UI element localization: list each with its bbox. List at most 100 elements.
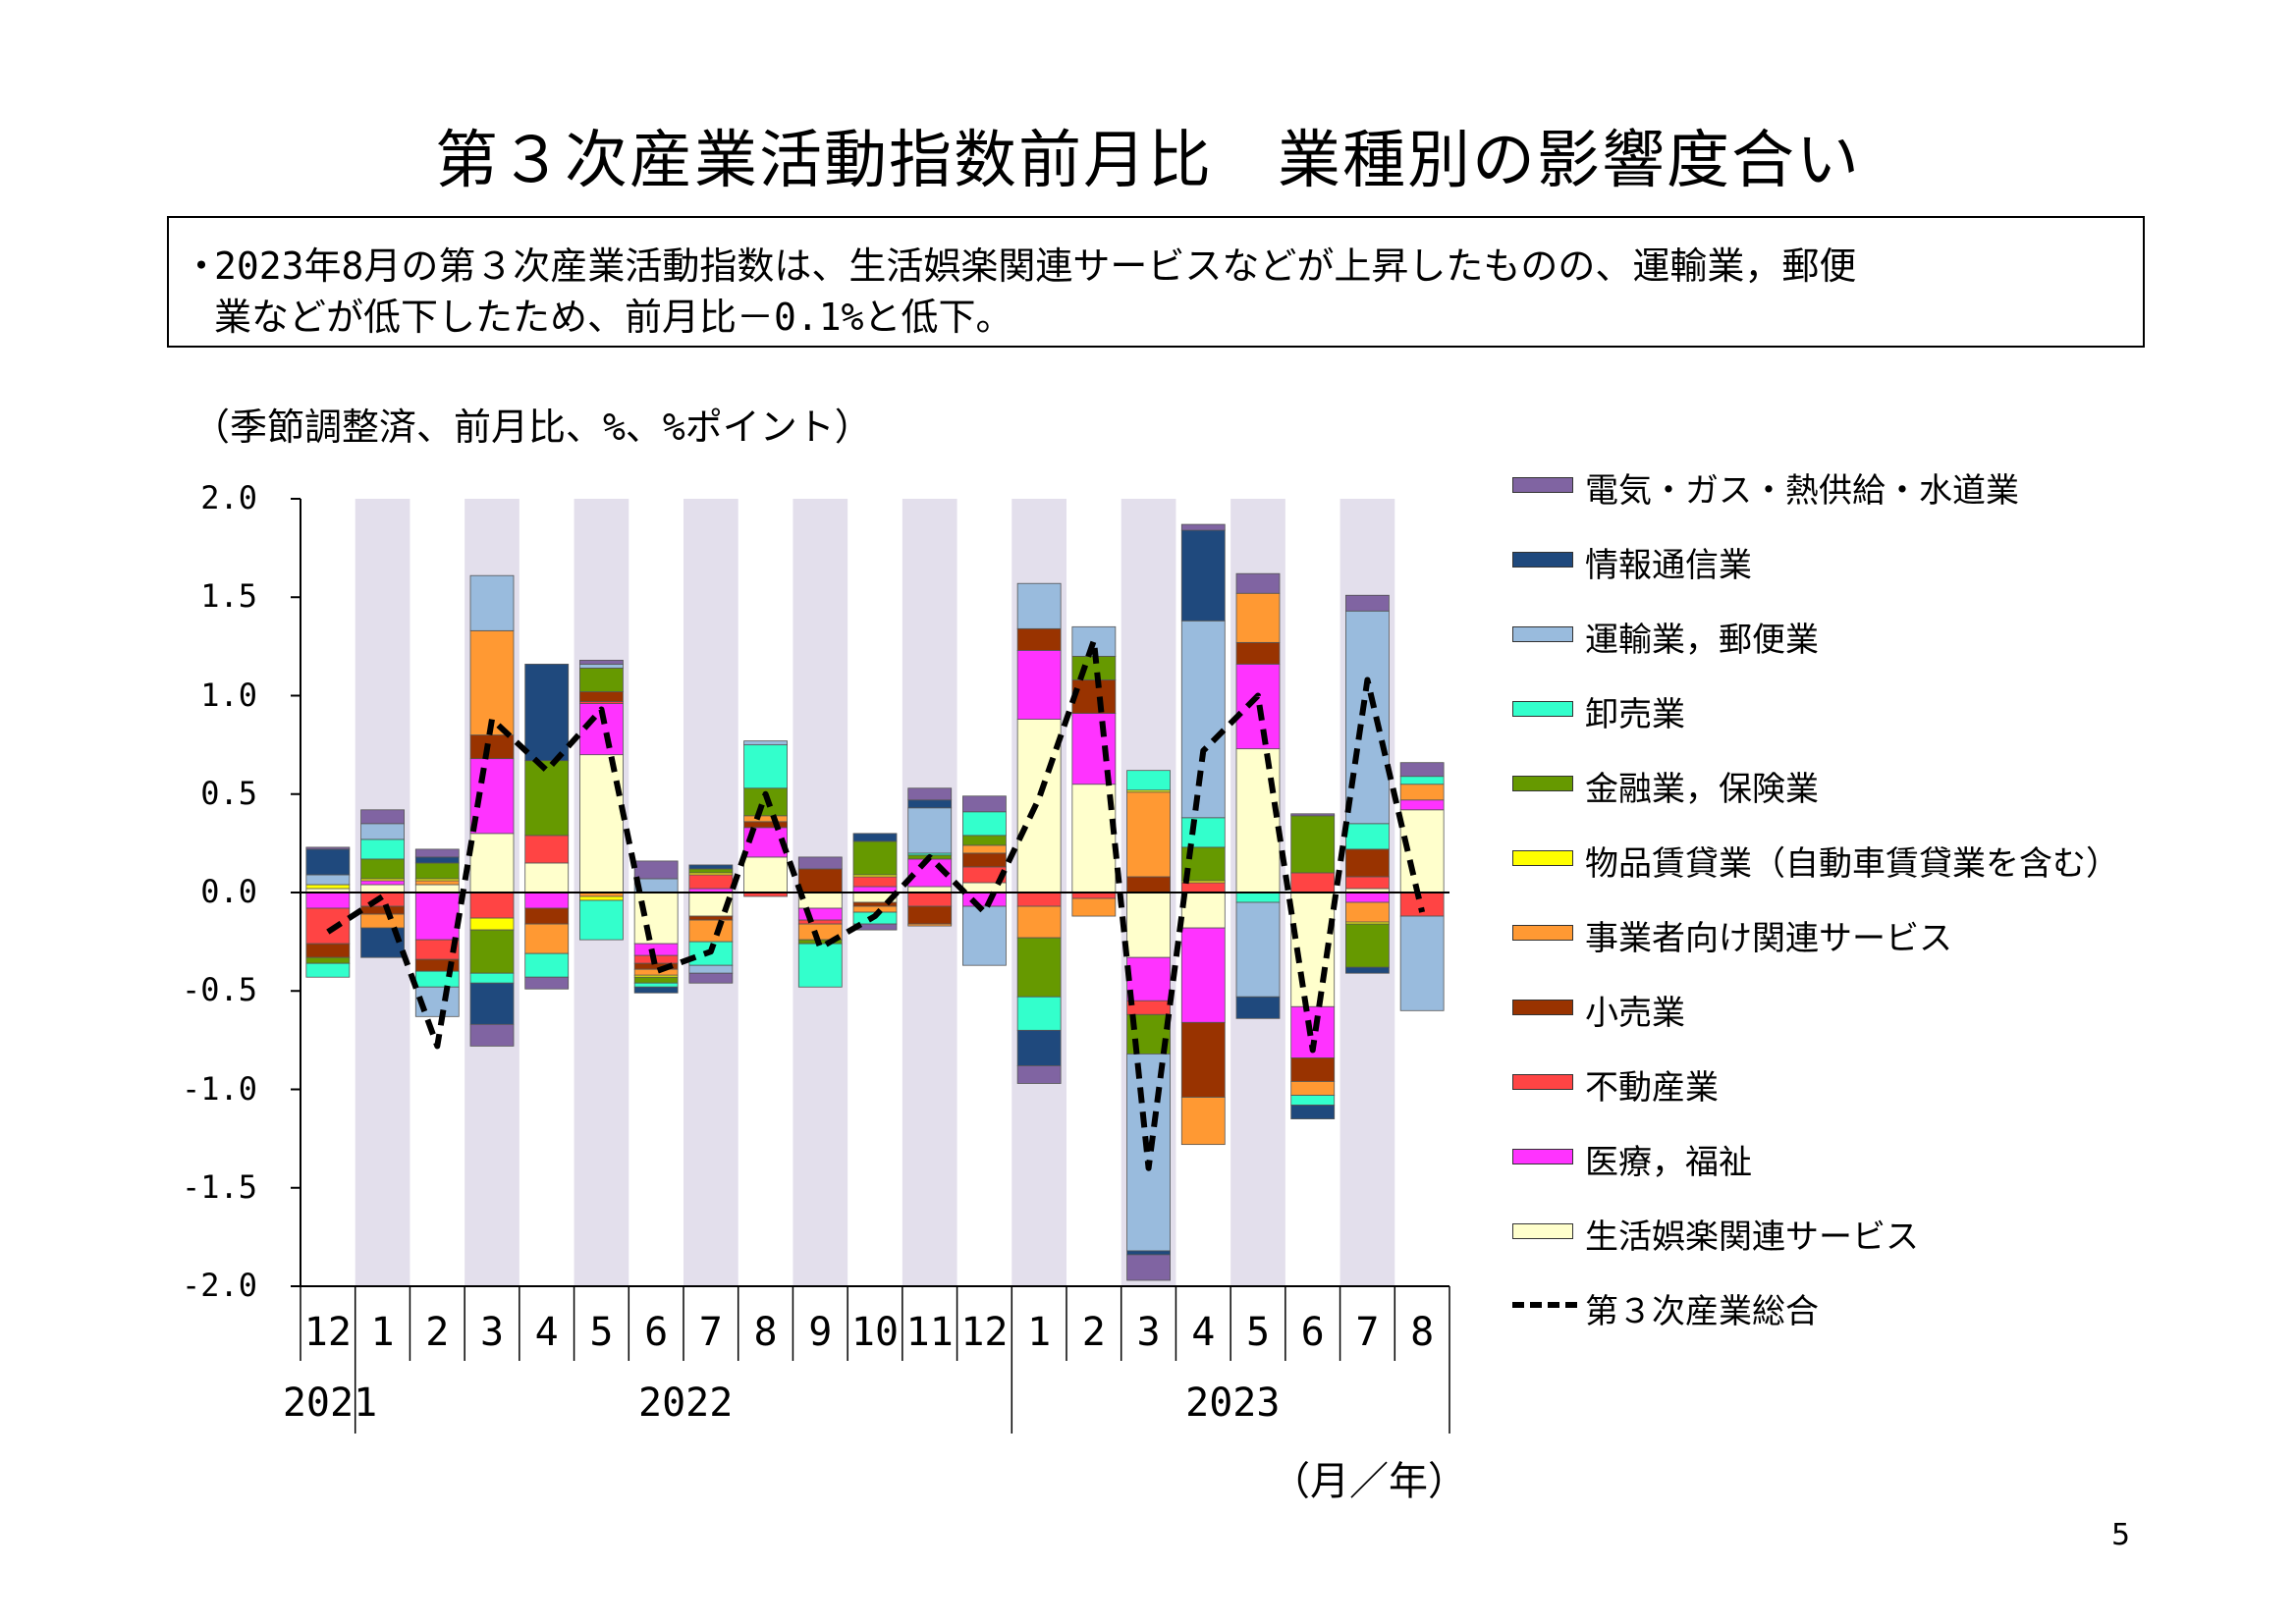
bar-segment	[1180, 523, 1226, 531]
legend-item: 生活娯楽関連サービス	[1512, 1210, 2141, 1257]
x-month-label: 12	[960, 1310, 1009, 1355]
bar-segment	[852, 876, 898, 888]
legend-swatch	[1512, 1223, 1573, 1239]
bar-segment	[962, 844, 1007, 854]
legend-item: 卸売業	[1512, 687, 2141, 734]
bar-segment	[1345, 966, 1390, 974]
bar-segment	[633, 982, 679, 988]
x-month-label: 5	[589, 1310, 614, 1355]
bar-segment	[469, 1023, 515, 1047]
bar-segment	[1345, 610, 1390, 825]
bar-segment	[579, 668, 624, 692]
bar-segment	[797, 868, 843, 893]
bar-segment	[305, 962, 351, 978]
bar-segment	[852, 840, 898, 876]
bar-segment	[1180, 817, 1226, 848]
bar-segment	[469, 982, 515, 1025]
bar-segment	[414, 892, 460, 941]
legend-label: 卸売業	[1585, 695, 1685, 734]
y-tick-label: -1.5	[181, 1167, 257, 1206]
bar-segment	[524, 835, 570, 864]
bar-segment	[1016, 1065, 1062, 1084]
bar-segment	[414, 884, 460, 893]
bar-segment	[1016, 1029, 1062, 1066]
bar-segment	[688, 919, 734, 943]
bar-segment	[688, 868, 734, 874]
bar-segment	[524, 952, 570, 978]
bar-segment	[962, 905, 1007, 966]
bar-segment	[1399, 776, 1445, 785]
bar-segment	[305, 846, 351, 850]
bar-segment	[1290, 1095, 1336, 1106]
legend-swatch	[1512, 776, 1573, 791]
legend-label: 電気・ガス・熱供給・水道業	[1585, 471, 2019, 511]
x-month-label: 4	[534, 1310, 559, 1355]
bar-segment	[797, 919, 843, 925]
x-month-label: 2	[425, 1310, 450, 1355]
bar-segment	[414, 970, 460, 988]
legend-swatch	[1512, 477, 1573, 493]
bar-segment	[1016, 582, 1062, 629]
legend-item: 不動産業	[1512, 1060, 2141, 1108]
bar-segment	[1345, 848, 1390, 878]
bar-segment	[1290, 815, 1336, 874]
x-month-label: 9	[808, 1310, 833, 1355]
bar-segment	[360, 905, 405, 915]
x-month-label: 10	[850, 1310, 900, 1355]
bar-segment	[579, 691, 624, 702]
bar-segment	[1345, 876, 1390, 890]
bar-segment	[852, 833, 898, 842]
bar-segment	[1345, 594, 1390, 612]
bar-segment	[524, 664, 570, 762]
y-tick-label: 0.0	[200, 873, 257, 910]
bar-segment	[1235, 748, 1281, 893]
legend-label: 第３次産業総合	[1585, 1292, 1819, 1331]
legend-swatch	[1512, 552, 1573, 568]
bar-segment	[1016, 996, 1062, 1031]
bar-segment	[360, 839, 405, 860]
bar-segment	[907, 905, 953, 925]
summary-box: ・ 2023年8月の第３次産業活動指数は、生活娯楽関連サービスなどが上昇したもの…	[167, 216, 2145, 348]
bar-segment	[852, 905, 898, 913]
bar-segment	[414, 856, 460, 864]
bar-segment	[633, 860, 679, 880]
bar-segment	[414, 848, 460, 858]
bar-segment	[1126, 1054, 1171, 1252]
legend-swatch	[1512, 626, 1573, 642]
bar-segment	[1126, 770, 1171, 791]
x-axis-unit-label: （月／年）	[1271, 1459, 1467, 1504]
bar-segment	[1235, 592, 1281, 643]
bar-segment	[1290, 1105, 1336, 1119]
bar-segment	[1290, 872, 1336, 893]
bar-segment	[1399, 784, 1445, 801]
bar-segment	[1016, 937, 1062, 998]
legend-label: 医療，福祉	[1585, 1143, 1752, 1182]
x-month-label: 1	[370, 1310, 395, 1355]
bar-segment	[1399, 915, 1445, 1011]
bar-segment	[1180, 1097, 1226, 1146]
bar-segment	[633, 968, 679, 976]
y-tick-label: 1.5	[200, 577, 257, 616]
bar-segment	[1126, 876, 1171, 893]
x-month-label: 8	[753, 1310, 778, 1355]
bar-segment	[360, 913, 405, 929]
summary-bullet: ・	[183, 244, 221, 288]
bar-segment	[1399, 892, 1445, 917]
legend-item: 事業者向け関連サービス	[1512, 911, 2141, 958]
bar-segment	[305, 848, 351, 876]
bar-segment	[579, 895, 624, 901]
x-month-label: 12	[303, 1310, 352, 1355]
legend-swatch	[1512, 701, 1573, 717]
bar-segment	[743, 856, 788, 893]
bar-segment	[1126, 1250, 1171, 1256]
bar-segment	[469, 629, 515, 736]
bar-segment	[1180, 927, 1226, 1023]
summary-line-1: 2023年8月の第３次産業活動指数は、生活娯楽関連サービスなどが上昇したものの、…	[214, 244, 1857, 288]
bar-segment	[1180, 882, 1226, 893]
y-axis-unit-label: （季節調整済、前月比、%、%ポイント）	[192, 406, 872, 449]
legend-label: 金融業，保険業	[1585, 770, 1819, 809]
bar-segment	[1126, 791, 1171, 878]
bar-segment	[524, 976, 570, 990]
legend-item: 小売業	[1512, 986, 2141, 1033]
bar-segment	[743, 821, 788, 829]
